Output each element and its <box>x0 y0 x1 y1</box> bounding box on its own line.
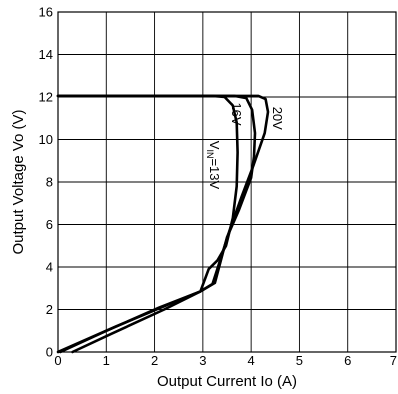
x-tick-label: 4 <box>248 353 255 368</box>
grid <box>57 11 397 353</box>
y-axis-title: Output Voltage Vo (V) <box>10 109 27 254</box>
y-tick-label: 8 <box>46 175 53 190</box>
plot-frame <box>57 11 397 353</box>
series-line-2 <box>56 94 257 354</box>
y-tick-label: 2 <box>46 302 53 317</box>
series-labels: VIN=13V 16V 20V <box>205 102 285 189</box>
x-tick-label: 7 <box>390 353 397 368</box>
x-tick-label: 3 <box>199 353 206 368</box>
x-tick-label: 5 <box>296 353 303 368</box>
y-tick-label: 12 <box>39 90 53 105</box>
y-tick-label: 10 <box>39 132 53 147</box>
series-line-3 <box>56 94 270 354</box>
y-tick-label: 14 <box>39 47 53 62</box>
series-label-1: VIN=13V <box>205 141 222 190</box>
series-label-3: 20V <box>270 107 285 130</box>
y-tick-label: 16 <box>39 5 53 20</box>
x-tick-label: 2 <box>151 353 158 368</box>
y-tick-label: 0 <box>46 345 53 360</box>
x-tick-label: 1 <box>103 353 110 368</box>
series-label-2: 16V <box>229 102 244 125</box>
y-tick-label: 4 <box>46 260 53 275</box>
x-tick-label: 6 <box>344 353 351 368</box>
x-axis-title: Output Current Io (A) <box>157 373 297 390</box>
series-group <box>56 94 270 354</box>
y-tick-label: 6 <box>46 217 53 232</box>
x-tick-label: 0 <box>54 353 61 368</box>
